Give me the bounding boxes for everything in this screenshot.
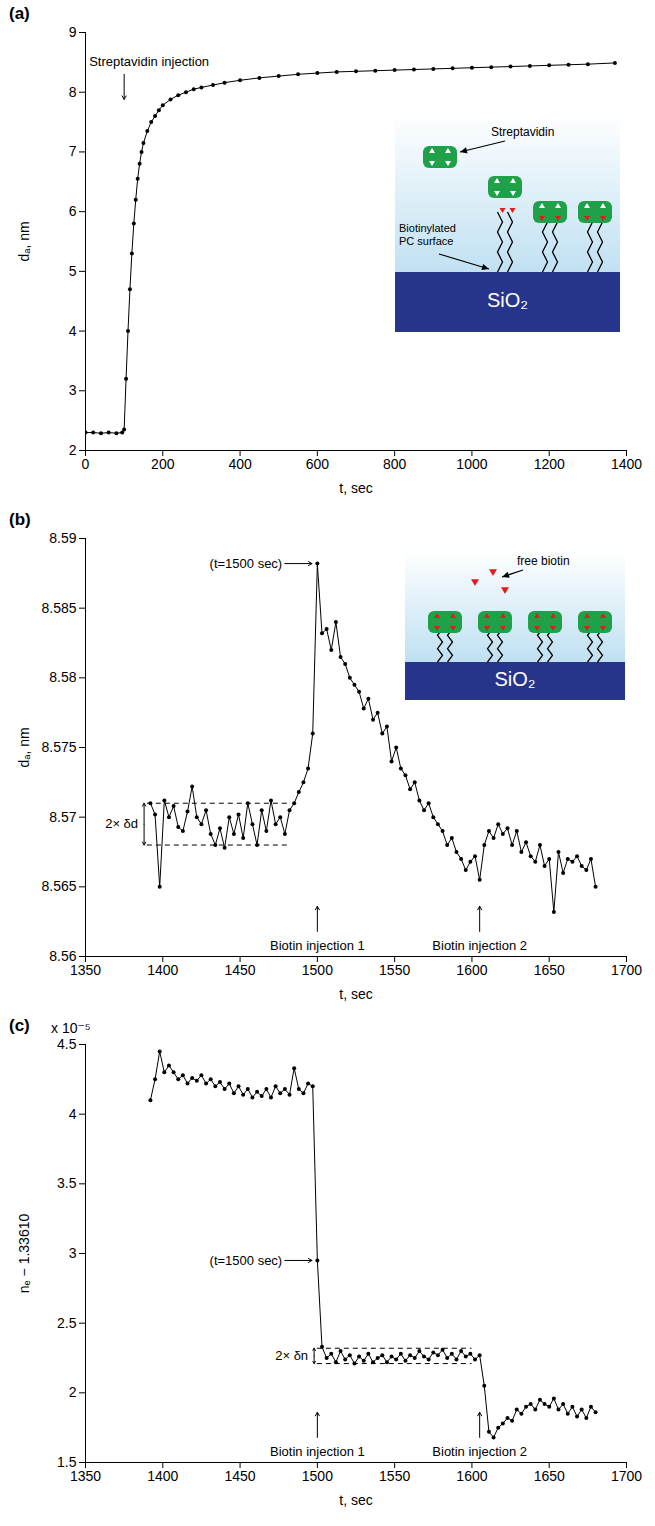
svg-text:t, sec: t, sec (339, 986, 372, 1002)
svg-text:1400: 1400 (147, 962, 178, 978)
svg-text:0: 0 (82, 456, 90, 472)
svg-text:1600: 1600 (456, 1468, 487, 1484)
svg-text:400: 400 (228, 456, 252, 472)
svg-text:dₐ, nm: dₐ, nm (16, 221, 32, 261)
svg-text:8.59: 8.59 (49, 530, 76, 546)
svg-text:7: 7 (69, 143, 77, 159)
svg-text:4: 4 (69, 323, 77, 339)
svg-text:(t=1500 sec): (t=1500 sec) (210, 1253, 283, 1268)
svg-text:(t=1500 sec): (t=1500 sec) (210, 556, 283, 571)
svg-text:8.575: 8.575 (41, 739, 76, 755)
svg-text:Biotin injection 2: Biotin injection 2 (432, 938, 527, 953)
svg-text:5: 5 (69, 263, 77, 279)
svg-text:SiO₂: SiO₂ (494, 668, 535, 690)
svg-text:dₐ, nm: dₐ, nm (16, 727, 32, 767)
svg-text:1650: 1650 (534, 962, 565, 978)
html-text:(a): (a) (9, 4, 30, 23)
svg-text:3: 3 (69, 382, 77, 398)
svg-text:8.58: 8.58 (49, 669, 76, 685)
svg-text:Biotin injection 1: Biotin injection 1 (270, 1444, 365, 1459)
svg-text:3: 3 (69, 1245, 77, 1261)
svg-text:Streptavidin: Streptavidin (491, 125, 554, 139)
svg-text:PC surface: PC surface (399, 235, 453, 247)
svg-text:1500: 1500 (302, 1468, 333, 1484)
svg-text:4: 4 (69, 1106, 77, 1122)
svg-text:8.565: 8.565 (41, 878, 76, 894)
svg-text:1650: 1650 (534, 1468, 565, 1484)
svg-text:1500: 1500 (302, 962, 333, 978)
svg-text:600: 600 (306, 456, 330, 472)
svg-text:3.5: 3.5 (57, 1175, 77, 1191)
svg-text:1700: 1700 (611, 962, 642, 978)
svg-text:Biotin injection 2: Biotin injection 2 (432, 1444, 527, 1459)
svg-text:1400: 1400 (611, 456, 642, 472)
svg-text:2× δn: 2× δn (275, 1348, 308, 1363)
html-text:x 10⁻⁵: x 10⁻⁵ (51, 1020, 91, 1036)
svg-text:1550: 1550 (379, 962, 410, 978)
svg-text:1600: 1600 (456, 962, 487, 978)
svg-text:free biotin: free biotin (517, 554, 570, 568)
svg-text:6: 6 (69, 203, 77, 219)
svg-text:1.5: 1.5 (57, 1454, 77, 1470)
svg-text:1550: 1550 (379, 1468, 410, 1484)
svg-text:1400: 1400 (147, 1468, 178, 1484)
svg-text:1450: 1450 (224, 962, 255, 978)
html-text:(c): (c) (9, 1016, 30, 1035)
svg-text:1200: 1200 (534, 456, 565, 472)
svg-text:Streptavidin injection: Streptavidin injection (89, 54, 209, 69)
svg-text:9: 9 (69, 24, 77, 40)
svg-text:2: 2 (69, 442, 77, 458)
svg-text:2× δd: 2× δd (105, 816, 138, 831)
svg-text:t, sec: t, sec (339, 1492, 372, 1508)
svg-text:2: 2 (69, 1384, 77, 1400)
svg-text:8.57: 8.57 (49, 809, 76, 825)
svg-text:1700: 1700 (611, 1468, 642, 1484)
svg-text:1000: 1000 (456, 456, 487, 472)
html-text:(b): (b) (9, 510, 31, 529)
svg-text:8: 8 (69, 84, 77, 100)
svg-text:SiO₂: SiO₂ (487, 289, 528, 311)
svg-text:t, sec: t, sec (339, 480, 372, 496)
svg-text:8.56: 8.56 (49, 948, 77, 964)
svg-text:1450: 1450 (224, 1468, 255, 1484)
svg-text:Biotinylated: Biotinylated (399, 222, 456, 234)
svg-text:200: 200 (151, 456, 175, 472)
svg-text:1350: 1350 (70, 1468, 101, 1484)
svg-text:8.585: 8.585 (41, 600, 76, 616)
svg-text:800: 800 (383, 456, 407, 472)
svg-text:nₑ − 1.33610: nₑ − 1.33610 (16, 1214, 32, 1294)
svg-text:1350: 1350 (70, 962, 101, 978)
svg-text:2.5: 2.5 (57, 1315, 77, 1331)
svg-text:Biotin injection 1: Biotin injection 1 (270, 938, 365, 953)
svg-text:4.5: 4.5 (57, 1036, 77, 1052)
